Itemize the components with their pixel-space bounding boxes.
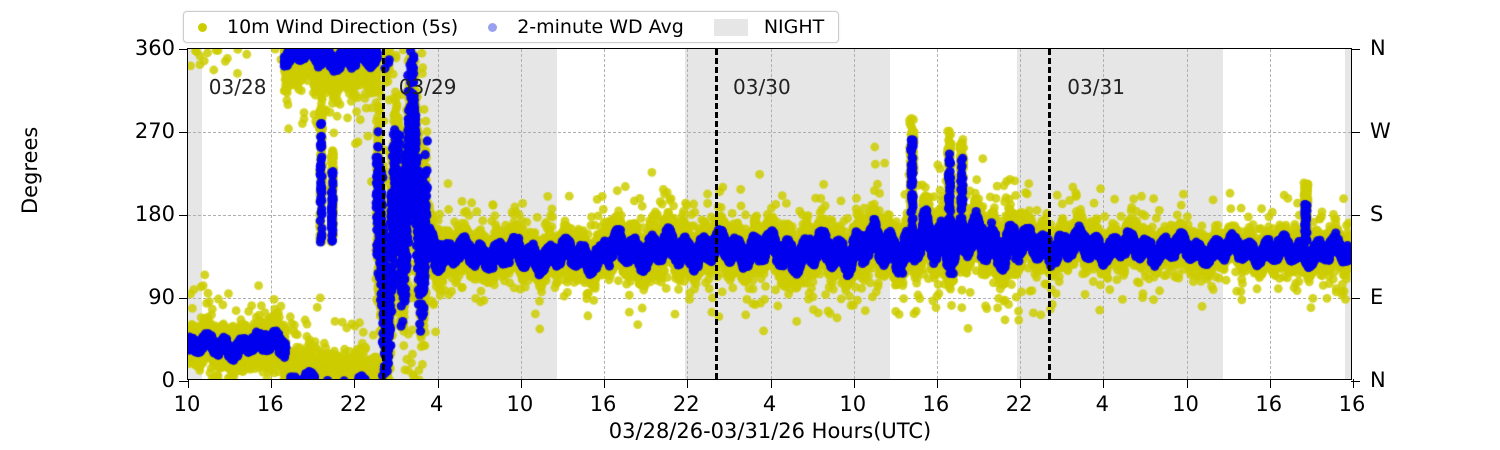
x-axis-tick: [604, 379, 606, 388]
right-tick-label: E: [1370, 285, 1384, 309]
y-axis-tick: [179, 132, 188, 133]
x-axis-tick: [1269, 379, 1271, 388]
y-axis-tick: [179, 381, 188, 382]
x-tick-label: 10: [1172, 392, 1199, 416]
right-tick-label: N: [1370, 368, 1386, 392]
right-tick-label: N: [1370, 36, 1386, 60]
x-tick-label: 10: [506, 392, 534, 416]
x-tick-label: 16: [589, 392, 617, 416]
legend-label-night: NIGHT: [763, 16, 825, 38]
x-axis-tick: [437, 379, 439, 388]
x-axis-title: 03/28/26-03/31/26 Hours(UTC): [608, 419, 932, 443]
legend-item-2-minute-wd-avg[interactable]: 2-minute WD Avg: [488, 16, 684, 38]
x-tick-label: 16: [1338, 392, 1366, 416]
right-axis-tick: [1351, 49, 1360, 50]
x-tick-label: 22: [340, 392, 367, 416]
x-tick-label: 10: [173, 392, 201, 416]
right-axis-tick: [1351, 215, 1360, 216]
x-tick-label: 16: [922, 392, 950, 416]
x-tick-label: 4: [762, 392, 777, 416]
plot-clip: 03/28 03/29 03/30 03/31: [188, 49, 1351, 379]
legend-label-2-minute-wd-avg: 2-minute WD Avg: [517, 16, 684, 38]
y-axis-tick: [179, 49, 188, 50]
x-axis-tick: [1353, 379, 1354, 388]
x-axis-tick: [271, 379, 273, 388]
x-tick-label: 16: [1255, 392, 1283, 416]
day-label: 03/28: [208, 75, 267, 99]
x-tick-label: 4: [1095, 392, 1110, 416]
right-tick-label: S: [1370, 202, 1384, 226]
legend-item-10m-wind-direction[interactable]: 10m Wind Direction (5s): [198, 16, 458, 38]
y-axis-title: Degrees: [18, 126, 42, 214]
x-axis-tick: [1103, 379, 1105, 388]
x-tick-label: 10: [839, 392, 867, 416]
y-tick-label: 90: [148, 285, 175, 309]
legend-dot-icon: [488, 22, 498, 32]
day-label: 03/29: [398, 75, 457, 99]
x-tick-label: 16: [256, 392, 284, 416]
x-axis-tick: [1186, 379, 1188, 388]
legend-item-night[interactable]: NIGHT: [713, 16, 825, 38]
right-axis-tick: [1351, 132, 1360, 133]
x-axis-tick: [770, 379, 772, 388]
y-tick-label: 180: [134, 202, 175, 226]
y-axis-tick: [179, 215, 188, 216]
right-axis-tick: [1351, 381, 1360, 382]
x-axis-tick: [1020, 379, 1022, 388]
day-label: 03/31: [1067, 75, 1125, 99]
right-axis-tick: [1351, 298, 1360, 299]
legend-dot-icon: [198, 22, 207, 32]
y-tick-label: 270: [134, 119, 175, 143]
legend-label-10m-wind-direction: 10m Wind Direction (5s): [227, 16, 459, 38]
x-tick-label: 22: [1005, 392, 1033, 416]
x-axis-tick: [354, 379, 356, 388]
day-label: 03/30: [733, 75, 791, 99]
plot-area: 03/28 03/29 03/30 03/31: [179, 48, 1360, 388]
y-axis-tick: [179, 298, 188, 299]
x-axis-tick: [936, 379, 938, 388]
legend-swatch-icon: [713, 18, 748, 36]
day-divider-line: [382, 49, 386, 379]
x-tick-label: 4: [429, 392, 444, 416]
x-axis-tick: [188, 379, 189, 388]
right-tick-label: W: [1370, 119, 1391, 143]
x-axis-tick: [853, 379, 855, 388]
x-tick-label: 22: [672, 392, 700, 416]
y-tick-label: 0: [161, 368, 175, 392]
scatter-canvas: [188, 49, 1351, 379]
day-divider-line: [1047, 49, 1051, 379]
y-tick-label: 360: [134, 36, 175, 60]
x-axis-tick: [520, 379, 522, 388]
day-divider-line: [715, 49, 719, 379]
chart-legend: 10m Wind Direction (5s) 2-minute WD Avg …: [183, 11, 840, 43]
x-axis-tick: [687, 379, 689, 388]
